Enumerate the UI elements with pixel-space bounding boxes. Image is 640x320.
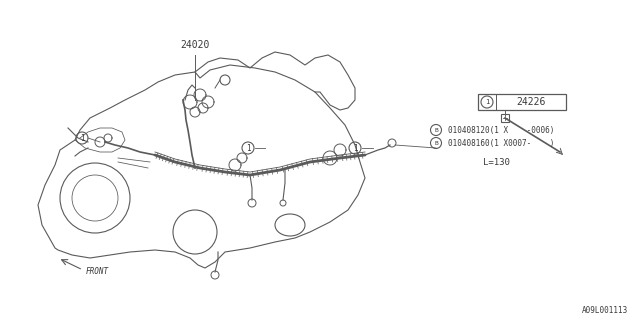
Text: FRONT: FRONT xyxy=(86,267,109,276)
Text: 1: 1 xyxy=(485,99,489,105)
Text: L=130: L=130 xyxy=(483,157,510,166)
Text: 24020: 24020 xyxy=(180,40,210,50)
Text: 1: 1 xyxy=(353,143,357,153)
Text: 010408160(1 X0007-    ): 010408160(1 X0007- ) xyxy=(448,139,554,148)
Text: B: B xyxy=(434,140,438,146)
Bar xyxy=(501,114,509,122)
Text: 24226: 24226 xyxy=(516,97,546,107)
Text: A09L001113: A09L001113 xyxy=(582,306,628,315)
Bar xyxy=(478,94,566,110)
Text: 1: 1 xyxy=(246,143,250,153)
Text: 1: 1 xyxy=(80,133,84,142)
Text: 010408120(1 X    -0006): 010408120(1 X -0006) xyxy=(448,125,554,134)
Text: B: B xyxy=(434,127,438,132)
